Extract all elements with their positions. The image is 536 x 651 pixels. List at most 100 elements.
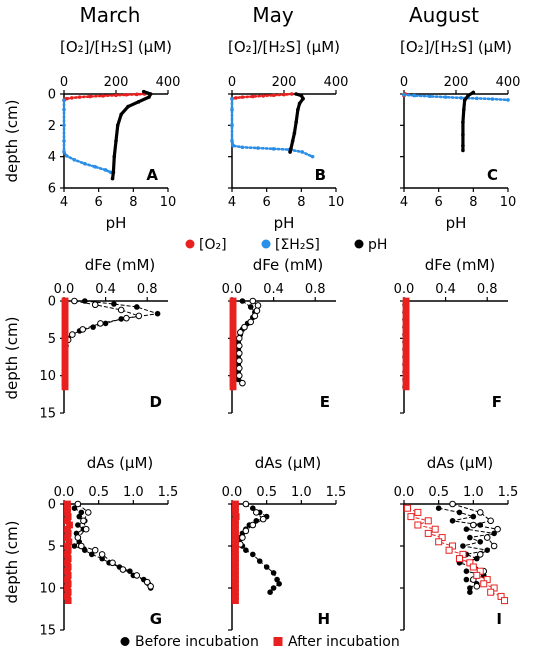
- data-point: [480, 580, 488, 588]
- bottom-tick-label: 6: [95, 195, 103, 210]
- x-tick-label: 0.8: [305, 282, 326, 297]
- data-point: [299, 93, 304, 98]
- data-point: [256, 558, 263, 564]
- x-tick-label: 1.5: [326, 485, 347, 500]
- data-point: [288, 150, 292, 154]
- data-point: [91, 301, 99, 309]
- bottom-tick-label: 8: [469, 195, 477, 210]
- data-point: [251, 312, 259, 320]
- data-point: [126, 104, 130, 109]
- panel-letter: F: [492, 393, 502, 411]
- y-tick-label: 10: [39, 582, 56, 597]
- data-point: [267, 589, 273, 595]
- month-title-may: May: [252, 3, 294, 27]
- data-point: [75, 522, 81, 528]
- x-tick-label: 0.4: [95, 282, 116, 297]
- series-after-incubation: [403, 504, 509, 605]
- data-point: [402, 92, 406, 97]
- panel-E: 0.0 0.4 0.8 dFe (mM) E: [222, 256, 336, 414]
- data-point: [111, 170, 116, 175]
- data-point: [443, 95, 448, 99]
- x-axis-title: dAs (μM): [427, 454, 494, 472]
- data-point: [460, 543, 466, 549]
- data-point: [470, 521, 477, 529]
- data-point: [88, 551, 95, 558]
- data-point: [110, 176, 115, 181]
- data-point: [237, 329, 244, 336]
- data-point: [249, 297, 257, 305]
- top-tick-label: 0: [400, 75, 408, 90]
- data-point: [253, 518, 260, 524]
- data-point: [114, 93, 118, 98]
- data-point: [476, 551, 484, 558]
- x-tick-label: 0.0: [394, 485, 415, 500]
- data-point: [74, 500, 82, 508]
- panel-I: 0.0 0.5 1.0 1.5 dAs (μM) I: [394, 454, 518, 631]
- y-tick-label: 6: [48, 182, 56, 197]
- data-point: [449, 500, 456, 508]
- data-point: [467, 534, 473, 541]
- data-point: [80, 517, 87, 525]
- panel-H: 0.0 0.5 1.0 1.5 dAs (μM) H: [222, 454, 347, 631]
- data-point: [271, 93, 276, 98]
- data-point: [256, 146, 260, 150]
- data-point: [114, 139, 118, 143]
- data-point: [240, 95, 245, 99]
- data-point: [461, 143, 465, 148]
- data-point: [148, 92, 153, 96]
- data-point: [462, 107, 466, 112]
- legend-marker: [354, 239, 364, 249]
- data-point: [239, 379, 246, 387]
- y-tick-label: 0: [48, 295, 56, 310]
- data-point: [301, 96, 305, 101]
- depth-axis-title-top: depth (cm): [3, 100, 21, 183]
- data-point: [290, 92, 294, 96]
- x-tick-label: 0.5: [428, 485, 449, 500]
- data-point: [491, 530, 497, 537]
- series-after-incubation: [61, 297, 69, 391]
- series-before-incubation: [236, 505, 282, 595]
- data-point: [71, 297, 78, 305]
- series-line: [62, 98, 113, 174]
- series-after-incubation: [229, 297, 237, 391]
- data-point: [235, 372, 243, 379]
- panel-letter: H: [317, 610, 330, 628]
- data-point: [230, 107, 234, 112]
- data-point: [247, 304, 254, 310]
- x-tick-label: 1.0: [291, 485, 312, 500]
- y-tick-label: 4: [48, 150, 56, 165]
- data-point: [78, 542, 85, 550]
- series-o: [230, 92, 294, 101]
- data-point: [103, 168, 108, 172]
- month-title-august: August: [409, 3, 479, 27]
- top-axis-title: [O₂]/[H₂S] (μM): [228, 38, 340, 56]
- data-point: [310, 154, 315, 159]
- data-point: [70, 96, 74, 100]
- data-point: [62, 107, 66, 112]
- data-point: [249, 521, 257, 529]
- data-point: [290, 139, 295, 143]
- data-point: [109, 559, 116, 567]
- depth-axis-title-mid: depth (cm): [3, 317, 21, 400]
- legend-top: [O₂] [ΣH₂S] pH: [185, 237, 387, 253]
- data-point: [445, 546, 453, 554]
- data-point: [147, 583, 154, 590]
- data-point: [463, 526, 470, 532]
- series-line: [402, 93, 510, 102]
- series-before-incubation: [63, 298, 161, 349]
- data-point: [461, 132, 465, 137]
- data-point: [98, 551, 106, 558]
- legend-bottom: Before incubation After incubation: [120, 634, 400, 650]
- data-point: [77, 95, 82, 99]
- panel-G: 0.0 0.5 1.0 1.5 0 5 10 15 dAs (μM) G: [39, 454, 178, 639]
- data-point: [254, 302, 262, 309]
- panel-letter: A: [146, 166, 158, 184]
- data-point: [239, 298, 246, 304]
- x-tick-label: 0.0: [54, 485, 75, 500]
- series-before-incubation: [449, 500, 501, 590]
- data-point: [119, 566, 127, 573]
- data-point: [487, 588, 495, 596]
- data-point: [263, 564, 270, 570]
- data-point: [64, 597, 72, 604]
- data-point: [461, 148, 465, 153]
